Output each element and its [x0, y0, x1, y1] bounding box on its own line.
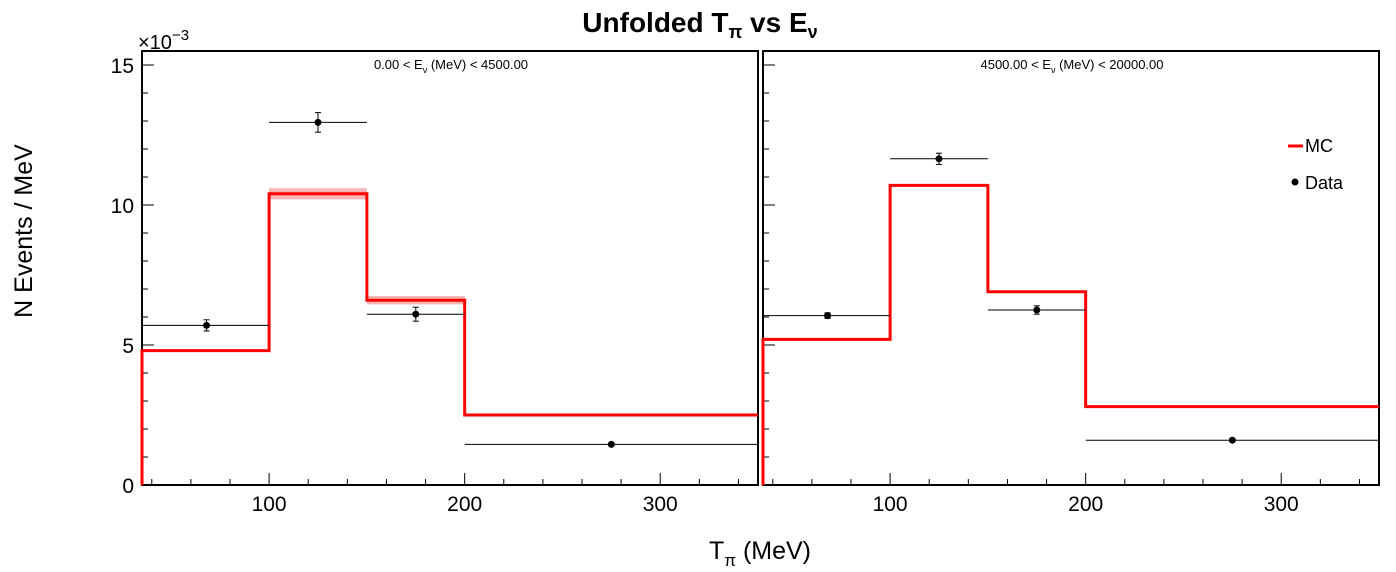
mc-histogram-line — [140, 192, 758, 485]
panel-1: 0 5 10 15 100 200 300 0.00 < Eν (MeV) < 4500.00 — [111, 50, 759, 516]
x-tick-label: 200 — [447, 493, 482, 516]
y-tick-label: 10 — [111, 195, 134, 218]
panel-frame — [762, 50, 1380, 486]
legend-data-marker — [1291, 178, 1299, 186]
data-point — [1228, 436, 1236, 444]
y-tick-label: 0 — [122, 475, 134, 498]
data-point — [824, 312, 832, 320]
panel-2: 100 200 300 4500.00 < Eν (MeV) < 20000.00 — [761, 50, 1380, 516]
panel-range-label: 0.00 < Eν (MeV) < 4500.00 — [374, 57, 528, 75]
legend: MC Data — [1288, 136, 1344, 193]
data-point — [412, 310, 420, 318]
chart-title: Unfolded Tπ vs Eν — [582, 7, 817, 42]
y-axis-exponent: ×10−3 — [138, 27, 189, 54]
legend-mc-label: MC — [1305, 136, 1333, 156]
mc-histogram-line — [761, 183, 1379, 485]
x-tick-label: 100 — [873, 493, 908, 516]
x-axis-title: Tπ (MeV) — [709, 537, 811, 570]
panel-frame — [141, 50, 759, 486]
panels-layer: 0 5 10 15 100 200 300 0.00 < Eν (MeV) < 4500.00… — [111, 50, 1380, 516]
data-point — [935, 155, 943, 163]
data-point — [1033, 306, 1041, 314]
x-tick-label: 200 — [1068, 493, 1103, 516]
data-point — [203, 321, 211, 329]
x-tick-label: 300 — [1264, 493, 1299, 516]
data-point — [314, 118, 322, 126]
legend-data-label: Data — [1305, 173, 1344, 193]
y-tick-label: 15 — [111, 55, 134, 78]
data-point — [607, 440, 615, 448]
x-tick-label: 300 — [643, 493, 678, 516]
panel-range-label: 4500.00 < Eν (MeV) < 20000.00 — [980, 57, 1163, 75]
y-axis-title: N Events / MeV — [10, 144, 38, 318]
x-tick-label: 100 — [252, 493, 287, 516]
y-tick-label: 5 — [122, 335, 134, 358]
